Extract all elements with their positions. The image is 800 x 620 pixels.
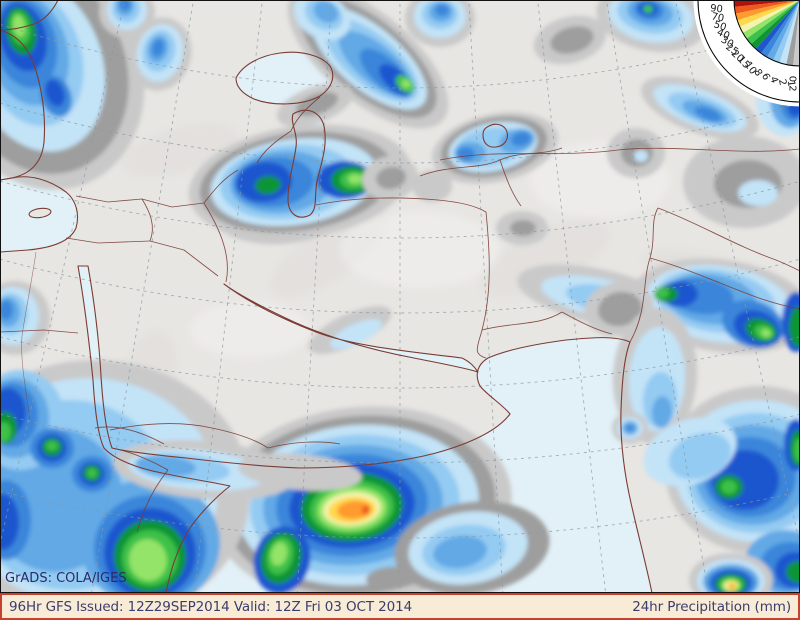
- precip-cell-thrace: [99, 0, 155, 38]
- legend-wedge: [742, 0, 800, 39]
- legend-value-label: 6: [759, 72, 772, 82]
- legend-wedge: [734, 0, 800, 14]
- legend-value-label: 8: [751, 67, 764, 78]
- footer-bar: 96Hr GFS Issued: 12Z29SEP2014 Valid: 12Z…: [0, 593, 800, 620]
- precip-cell-aegean-nw: [0, 0, 145, 190]
- nile-river: [21, 251, 37, 421]
- legend-wedge: [779, 0, 800, 65]
- forecast-info-text: 96Hr GFS Issued: 12Z29SEP2014 Valid: 12Z…: [9, 598, 413, 615]
- country-borders: [0, 96, 800, 533]
- precip-cell-south-caspian: [188, 124, 412, 240]
- legend-wedge: [735, 0, 800, 21]
- precip-cell-steppe-grays: [276, 15, 800, 245]
- legend-wedge: [767, 0, 800, 61]
- legend-wedge: [755, 0, 800, 54]
- legend-wedge: [737, 0, 800, 27]
- legend-value-label: 50: [712, 19, 728, 33]
- legend-wedge: [739, 0, 800, 33]
- precip-units-label: 24hr Precipitation (mm): [632, 598, 791, 615]
- precip-cell-ural-blob: [405, 0, 475, 47]
- precip-cell-arabian-sea-dot: [612, 412, 648, 444]
- legend-value-label: 40: [715, 27, 731, 42]
- precip-cell-indus-band: [612, 308, 698, 444]
- legend-wedge: [746, 0, 800, 45]
- legend-wedge: [793, 0, 800, 66]
- legend-wedge: [773, 0, 800, 63]
- precip-cell-africa-cluster: [0, 360, 362, 593]
- precip-cell-volga-band: [287, 0, 449, 129]
- legend-wedge: [761, 0, 800, 58]
- precip-cell-uzbek: [432, 112, 558, 184]
- legend-value-label: 2: [776, 78, 788, 87]
- precip-cell-kazakh-ne: [596, 0, 708, 52]
- graticule-grid-lines: [0, 0, 800, 593]
- cyprus-island: [29, 208, 51, 218]
- precip-cell-india-se: [643, 386, 800, 593]
- precip-cell-lanka-tip: [689, 553, 773, 593]
- grads-credit: GrADS: COLA/IGES: [5, 571, 127, 586]
- precip-cell-gulf-pale: [308, 306, 392, 354]
- legend-value-label: 1: [785, 80, 797, 87]
- legend-wedge: [734, 0, 800, 7]
- legend-value-label: 90: [710, 3, 724, 15]
- legend-wedge: [751, 0, 800, 49]
- legend-value-label: 4: [767, 75, 779, 84]
- coastlines-borders: [0, 0, 800, 593]
- legend-value-label: 70: [710, 11, 725, 24]
- legend-wedge: [786, 0, 800, 66]
- legend-value-label: 0.2: [787, 76, 798, 92]
